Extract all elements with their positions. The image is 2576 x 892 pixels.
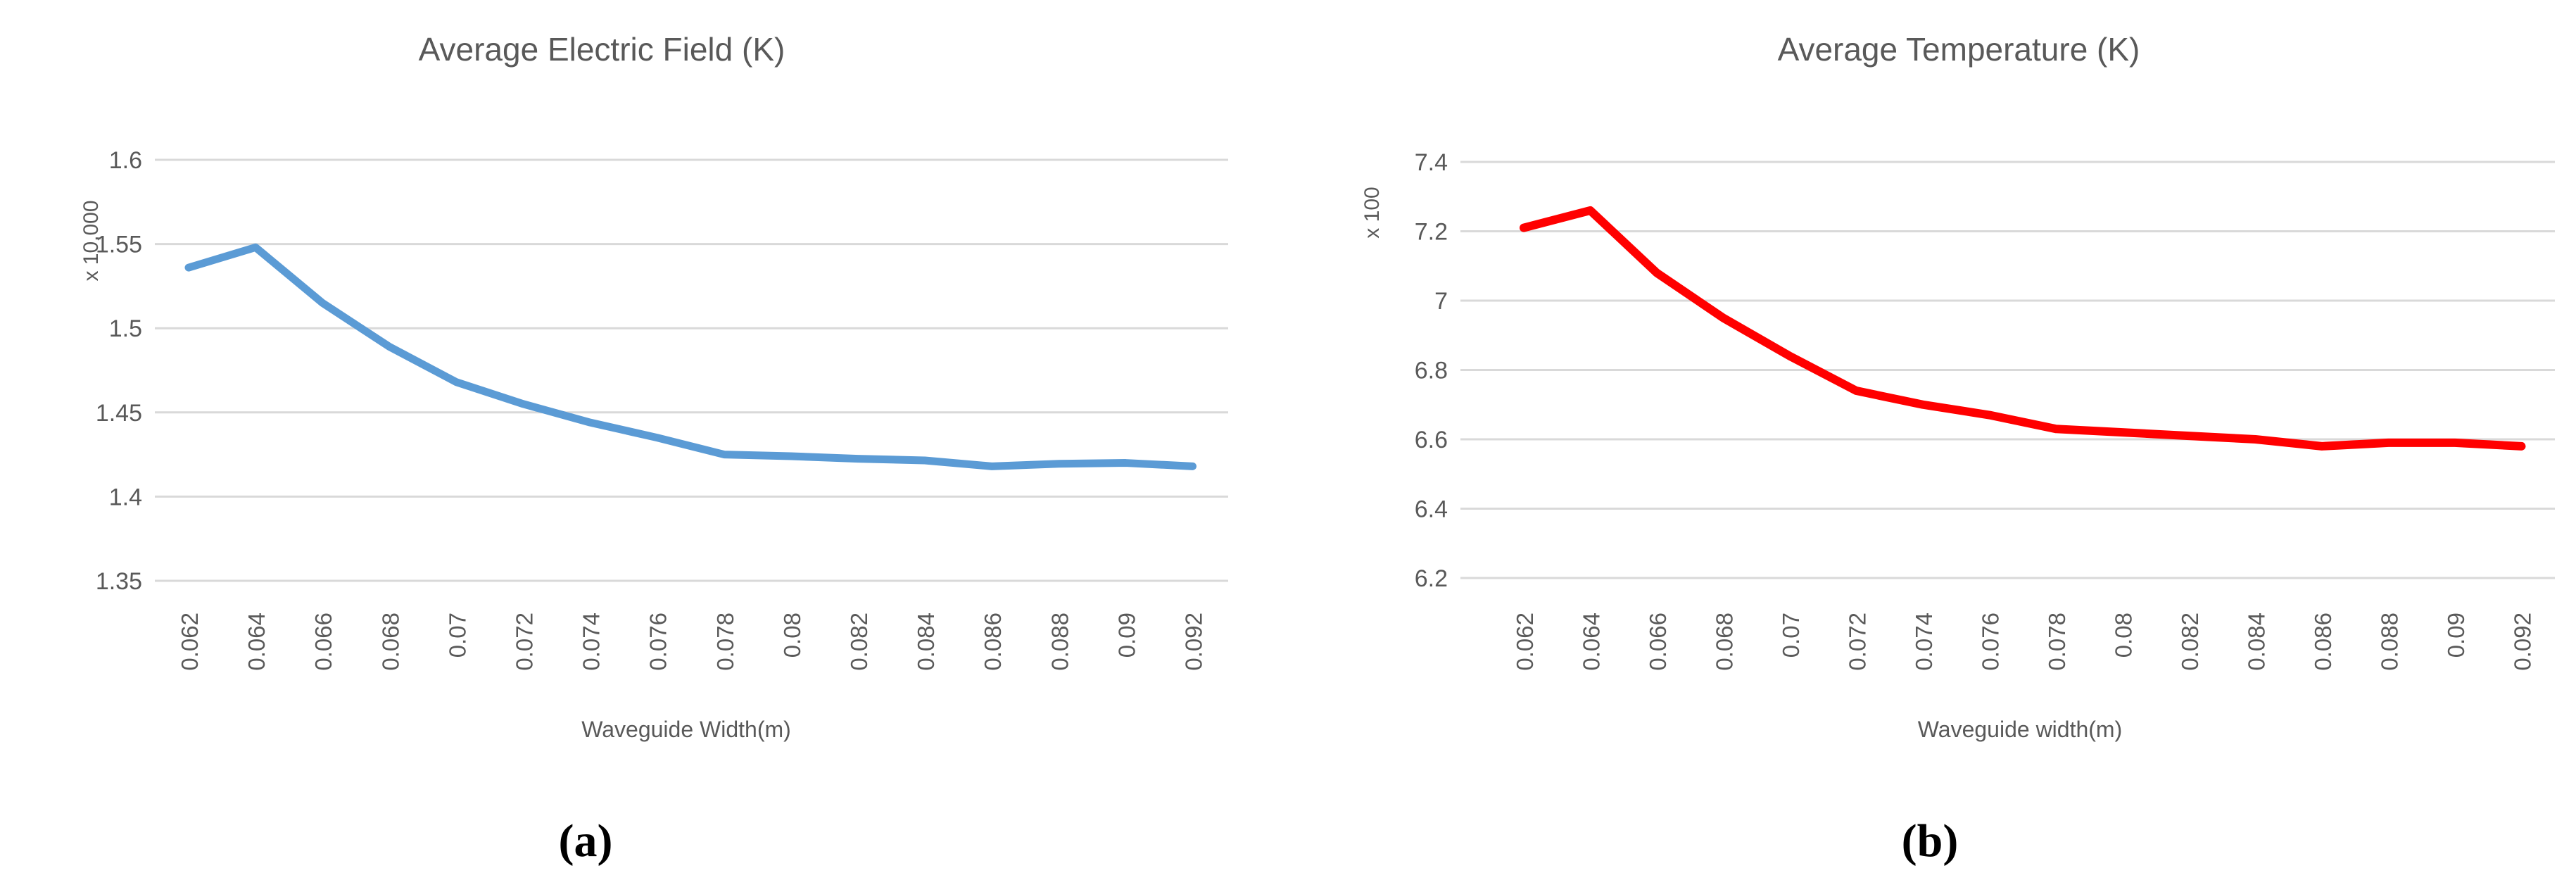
data-line (1520, 206, 2526, 451)
x-tick-label: 0.068 (1712, 613, 1738, 671)
y-tick-label: 1.6 (109, 147, 142, 174)
x-tick-label: 0.076 (645, 613, 671, 671)
y-tick-label: 7 (1434, 288, 1448, 315)
y-tick-label: 6.4 (1415, 496, 1448, 523)
x-tick-label: 0.068 (377, 613, 403, 671)
y-tick-label: 1.4 (109, 484, 142, 510)
x-tick-label: 0.076 (1978, 613, 2004, 671)
x-tick-label: 0.066 (1645, 613, 1671, 671)
x-tick-label: 0.088 (1047, 613, 1073, 671)
chart-average-electric-field: Average Electric Field (K) x 10,000 1.6 1… (0, 0, 1288, 789)
x-tick-label: 0.09 (1113, 613, 1139, 658)
x-tick-label: 0.082 (846, 613, 872, 671)
x-tick-label: 0.088 (2377, 613, 2403, 671)
y-tick-label: 1.55 (96, 232, 142, 258)
x-tick-label: 0.062 (177, 613, 203, 671)
x-tick-label: 0.078 (2044, 613, 2070, 671)
x-tick-label: 0.072 (512, 613, 538, 671)
x-tick-label: 0.082 (2177, 613, 2203, 671)
x-tick-label: 0.062 (1512, 613, 1538, 671)
plot-area: 1.6 1.55 1.5 1.45 1.4 1.35 0.062 0.064 0.066 0.06… (96, 147, 1228, 671)
x-tick-label: 0.07 (444, 613, 470, 658)
data-line (184, 243, 1197, 470)
x-tick-label: 0.092 (1181, 613, 1207, 671)
x-tick-label: 0.09 (2443, 613, 2469, 658)
y-tick-label: 1.5 (109, 315, 142, 342)
x-axis-title: Waveguide Width(m) (581, 717, 791, 742)
y-tick-label: 6.2 (1415, 565, 1448, 592)
x-axis-title: Waveguide width(m) (1917, 717, 2123, 742)
x-tick-label: 0.078 (712, 613, 738, 671)
x-tick-label: 0.084 (2244, 613, 2270, 671)
x-tick-label: 0.08 (2111, 613, 2137, 658)
x-tick-label: 0.064 (244, 613, 270, 671)
x-tick-label: 0.07 (1778, 613, 1804, 658)
y-tick-label: 7.2 (1415, 219, 1448, 246)
x-tick-label: 0.066 (310, 613, 336, 671)
x-tick-label: 0.092 (2510, 613, 2536, 671)
plot-area: 7.4 7.2 7 6.8 6.6 6.4 6.2 0.062 0.064 0.066 0.068 0… (1415, 149, 2555, 671)
chart-title: Average Temperature (K) (1777, 31, 2140, 68)
x-tick-label: 0.084 (913, 613, 939, 671)
y-tick-label: 6.8 (1415, 358, 1448, 384)
chart-title: Average Electric Field (K) (418, 31, 785, 68)
x-tick-label: 0.074 (1911, 613, 1937, 671)
chart-average-temperature: Average Temperature (K) x 100 7.4 7.2 7 6.8… (1288, 0, 2576, 789)
x-tick-label: 0.072 (1845, 613, 1871, 671)
x-tick-label: 0.08 (779, 613, 805, 658)
y-tick-label: 7.4 (1415, 149, 1448, 176)
x-tick-label: 0.086 (2310, 613, 2336, 671)
x-tick-label: 0.074 (579, 613, 605, 671)
panel-label-b: (b) (1901, 815, 1959, 867)
panel-label-a: (a) (558, 815, 613, 867)
y-tick-label: 6.6 (1415, 427, 1448, 453)
y-tick-label: 1.35 (96, 568, 142, 595)
y-tick-label: 1.45 (96, 400, 142, 427)
x-tick-label: 0.064 (1579, 613, 1605, 671)
x-tick-label: 0.086 (980, 613, 1006, 671)
